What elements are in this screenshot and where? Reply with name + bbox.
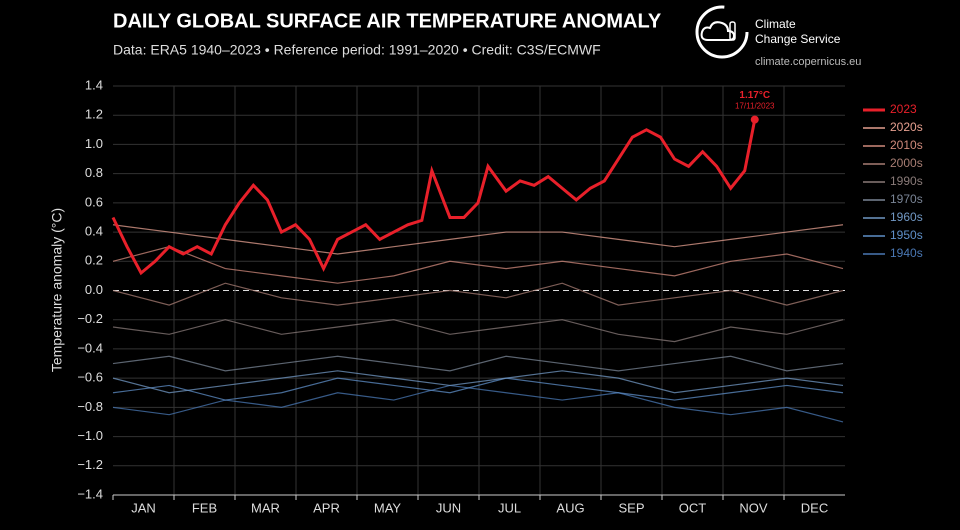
y-tick-label: −0.6	[77, 370, 103, 385]
y-tick-label: 0.4	[85, 224, 103, 239]
end-point	[750, 115, 759, 124]
y-tick-label: 0.8	[85, 165, 103, 180]
legend-label: 1950s	[890, 228, 923, 242]
annotation-date: 17/11/2023	[735, 102, 775, 111]
y-tick-label: 0.2	[85, 253, 103, 268]
y-tick-label: 1.2	[85, 107, 103, 122]
logo-cloud	[700, 21, 736, 41]
url: climate.copernicus.eu	[755, 56, 861, 68]
legend-label: 1940s	[890, 246, 923, 260]
y-axis-label: Temperature anomaly (°C)	[49, 208, 65, 372]
y-tick-label: −1.0	[77, 428, 103, 443]
subtitle: Data: ERA5 1940–2023 • Reference period:…	[113, 42, 601, 58]
logo-thermometer	[729, 21, 736, 41]
legend-label: 1960s	[890, 210, 923, 224]
series-line	[112, 282, 844, 306]
legend-label: 1970s	[890, 192, 923, 206]
brand: Climate Change Service	[755, 17, 841, 46]
x-tick-label: SEP	[618, 500, 644, 515]
series-line	[112, 319, 844, 343]
x-tick-label: NOV	[739, 500, 768, 515]
x-tick-label: JUL	[498, 500, 521, 515]
y-tick-label: 1.4	[85, 77, 103, 92]
x-tick-label: OCT	[679, 500, 707, 515]
y-tick-label: −0.2	[77, 311, 103, 326]
legend-label: 2023	[890, 102, 917, 116]
value-label: 1.17°C	[739, 90, 770, 101]
series-line	[112, 377, 844, 401]
x-tick-label: APR	[313, 500, 340, 515]
legend-label: 2000s	[890, 156, 923, 170]
x-tick-label: AUG	[556, 500, 584, 515]
y-tick-label: 1.0	[85, 136, 103, 151]
series-line	[112, 384, 844, 423]
y-tick-label: 0.0	[85, 282, 103, 297]
series-line	[112, 224, 844, 255]
x-tick-label: JUN	[436, 500, 461, 515]
y-tick-label: −0.4	[77, 340, 103, 355]
series-line	[111, 119, 757, 276]
x-tick-label: MAY	[374, 500, 402, 515]
x-tick-label: DEC	[801, 500, 828, 515]
y-tick-label: −1.4	[77, 486, 103, 501]
logo	[695, 5, 749, 59]
x-tick-label: FEB	[192, 500, 217, 515]
legend-label: 2020s	[890, 120, 923, 134]
series-line	[112, 246, 844, 284]
x-tick-label: MAR	[251, 500, 280, 515]
series-line	[112, 370, 844, 394]
x-tick-label: JAN	[131, 500, 156, 515]
y-tick-label: −1.2	[77, 457, 103, 472]
legend-label: 2010s	[890, 138, 923, 152]
y-tick-label: −0.8	[77, 399, 103, 414]
logo-ring	[695, 5, 749, 59]
y-tick-label: 0.6	[85, 194, 103, 209]
legend-label: 1990s	[890, 174, 923, 188]
chart-title: DAILY GLOBAL SURFACE AIR TEMPERATURE ANO…	[113, 10, 662, 32]
series-line	[112, 355, 844, 372]
